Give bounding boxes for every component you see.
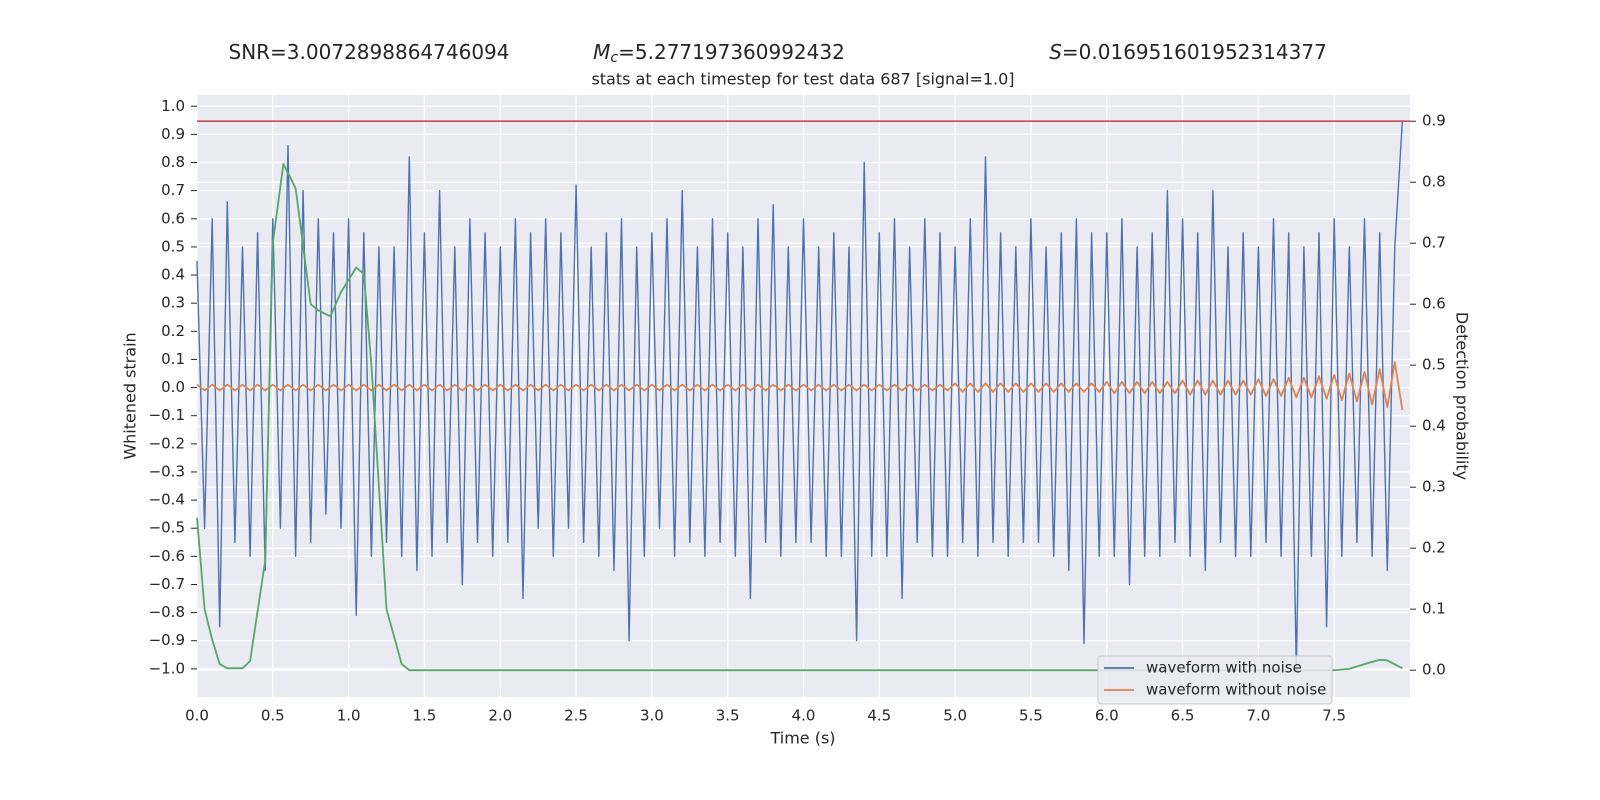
header-symbol: S <box>1049 40 1062 64</box>
y2-tick-label: 0.4 <box>1422 417 1446 435</box>
chart-title: stats at each timestep for test data 687… <box>591 70 1014 89</box>
header-text: =0.016951601952314377 <box>1062 40 1327 64</box>
y-tick-label: −0.2 <box>149 434 185 452</box>
y-tick-label: 0.8 <box>161 153 185 171</box>
y-tick-label: 0.0 <box>161 378 185 396</box>
x-tick-label: 7.5 <box>1322 707 1346 725</box>
y-tick-label: −0.4 <box>149 491 185 509</box>
y-tick-label: −0.7 <box>149 575 185 593</box>
x-tick-label: 0.5 <box>261 707 285 725</box>
y2-tick-label: 0.9 <box>1422 112 1446 130</box>
legend-box <box>1097 655 1333 705</box>
y-tick-label: 0.7 <box>161 181 185 199</box>
y-tick-label: −0.3 <box>149 462 185 480</box>
x-tick-label: 3.5 <box>716 707 740 725</box>
y-tick-label: −0.9 <box>149 631 185 649</box>
y-tick-label: 0.3 <box>161 294 185 312</box>
series-line <box>196 163 1403 672</box>
y-tick-label: 0.6 <box>161 209 185 227</box>
series-line <box>196 361 1404 411</box>
x-tick-label: 1.5 <box>413 707 437 725</box>
y2-tick-label: 0.1 <box>1422 600 1446 618</box>
y-tick-label: 0.1 <box>161 350 185 368</box>
x-tick-label: 7.0 <box>1246 707 1270 725</box>
header-subscript: c <box>610 50 618 66</box>
x-tick-label: 6.5 <box>1171 707 1195 725</box>
y-tick-label: 0.5 <box>161 237 185 255</box>
series-line <box>196 120 1404 670</box>
y2-axis-label: Detection probability <box>1453 312 1472 480</box>
y-tick-label: −1.0 <box>149 659 185 677</box>
y-axis-label: Whitened strain <box>121 332 140 459</box>
x-tick-label: 0.0 <box>185 707 209 725</box>
y-tick-label: 0.4 <box>161 266 185 284</box>
y-tick-label: −0.5 <box>149 519 185 537</box>
x-tick-label: 4.5 <box>867 707 891 725</box>
y-tick-label: −0.6 <box>149 547 185 565</box>
x-tick-label: 5.0 <box>943 707 967 725</box>
x-tick-label: 5.5 <box>1019 707 1043 725</box>
x-tick-label: 2.0 <box>488 707 512 725</box>
y-tick-label: 0.2 <box>161 322 185 340</box>
y-tick-label: −0.1 <box>149 406 185 424</box>
x-tick-label: 1.0 <box>337 707 361 725</box>
y2-tick-label: 0.5 <box>1422 356 1446 374</box>
header-stat: SNR=3.0072898864746094 <box>229 40 510 64</box>
y2-tick-label: 0.8 <box>1422 173 1446 191</box>
x-tick-label: 2.5 <box>564 707 588 725</box>
header-symbol: M <box>593 40 610 64</box>
y2-tick-label: 0.6 <box>1422 295 1446 313</box>
legend-label: waveform without noise <box>1146 681 1326 699</box>
x-tick-label: 6.0 <box>1095 707 1119 725</box>
y-tick-label: 0.9 <box>161 125 185 143</box>
y-tick-label: 1.0 <box>161 97 185 115</box>
y2-tick-label: 0.2 <box>1422 539 1446 557</box>
x-tick-label: 3.0 <box>640 707 664 725</box>
header-text: =5.277197360992432 <box>618 40 845 64</box>
header-text: SNR=3.0072898864746094 <box>229 40 510 64</box>
y2-tick-label: 0.7 <box>1422 234 1446 252</box>
header-stat: Mc=5.277197360992432 <box>593 40 845 67</box>
x-axis-label: Time (s) <box>769 729 835 748</box>
header-stat: S=0.016951601952314377 <box>1049 40 1327 64</box>
y2-tick-label: 0.3 <box>1422 478 1446 496</box>
x-tick-label: 4.0 <box>792 707 816 725</box>
y-tick-label: −0.8 <box>149 603 185 621</box>
legend-label: waveform with noise <box>1146 659 1302 677</box>
y2-tick-label: 0.0 <box>1422 661 1446 679</box>
